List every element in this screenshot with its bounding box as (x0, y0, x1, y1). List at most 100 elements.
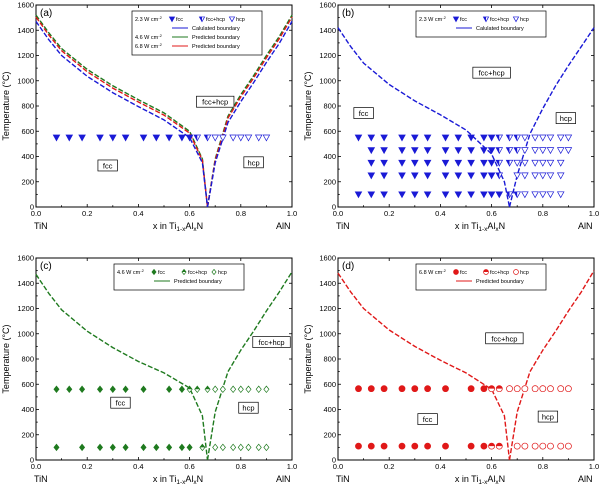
data-point-fcc (165, 134, 173, 142)
legend-marker (513, 269, 519, 275)
data-point-fcc (122, 385, 129, 394)
data-point-hcp (521, 134, 529, 142)
y-tick-label: 800 (21, 355, 34, 364)
y-tick-label: 1000 (17, 329, 34, 338)
legend-marker (151, 268, 157, 276)
y-axis-title: Temperature (°C) (1, 324, 11, 393)
x-tick-label: 0.8 (236, 209, 246, 218)
data-point-hcp (255, 443, 262, 452)
data-point-hcp (237, 443, 244, 452)
panel-label: (a) (40, 8, 52, 19)
data-point-fcc (78, 134, 86, 142)
region-label-box (555, 112, 576, 124)
left-end-label: TiN (336, 221, 350, 231)
region-label-box (417, 413, 438, 425)
data-point-hcp (254, 134, 263, 142)
data-point-fcc (355, 385, 362, 393)
data-point-fcc (495, 191, 504, 199)
y-tick-label: 1200 (17, 304, 34, 313)
x-tick-label: 0.8 (236, 462, 246, 471)
legend-marker-label: fcc (158, 270, 165, 276)
legend-line-label: Predicted boundary (476, 279, 524, 285)
data-point-fcc-hcp (505, 159, 514, 167)
data-point-fcc (441, 134, 450, 142)
data-point-fcc-hcp (495, 159, 504, 167)
data-point-hcp (539, 147, 547, 155)
region-label: fcc (423, 415, 433, 424)
data-point-hcp (539, 172, 547, 180)
data-point-fcc (109, 134, 117, 142)
data-point-fcc (139, 134, 148, 142)
data-point-hcp (531, 385, 539, 393)
y-axis-title: Temperature (°C) (303, 324, 313, 393)
data-point-fcc (423, 172, 432, 180)
data-point-fcc (153, 443, 160, 452)
data-point-hcp (521, 385, 529, 393)
region-label: fcc+hcp (491, 334, 517, 343)
legend-box (131, 10, 263, 56)
data-point-hcp (531, 191, 539, 199)
region-label: hcp (242, 404, 254, 413)
y-tick-label: 1400 (17, 26, 34, 35)
data-point-fcc (467, 134, 475, 142)
boundary-curve-left (35, 274, 209, 461)
y-tick-label: 0 (30, 203, 34, 212)
region-label: hcp (542, 413, 554, 422)
legend-marker-label: fcc (460, 17, 467, 23)
data-point-fcc (398, 147, 406, 155)
boundary-curve-left (35, 14, 209, 208)
y-tick-label: 1000 (319, 76, 336, 85)
data-point-fcc (354, 134, 363, 142)
data-point-fcc-hcp (495, 134, 504, 142)
data-point-hcp (263, 443, 270, 452)
data-point-hcp (531, 442, 539, 450)
data-point-fcc (480, 134, 488, 142)
data-point-hcp (546, 147, 555, 155)
legend-marker-label: fcc (460, 270, 467, 276)
data-point-fcc (423, 147, 432, 155)
x-tick-label: 0.6 (486, 462, 496, 471)
y-tick-label: 800 (323, 355, 336, 364)
data-point-fcc (186, 443, 193, 452)
data-point-fcc (454, 134, 463, 142)
data-point-fcc (166, 443, 173, 452)
data-point-hcp (547, 442, 554, 450)
data-point-fcc (454, 191, 463, 199)
region-label: fcc+hcp (258, 338, 284, 347)
legend-marker-label: fcc (176, 17, 183, 23)
boundary-curve-left (337, 27, 511, 208)
y-tick-label: 1200 (17, 51, 34, 60)
data-point-fcc (122, 443, 129, 452)
right-end-label: AlN (578, 474, 593, 484)
region-label-box (243, 156, 264, 169)
data-point-fcc (380, 385, 388, 393)
x-tick-label: 0.8 (538, 209, 548, 218)
x-tick-label: 0.4 (133, 462, 143, 471)
x-tick-label: 1.0 (287, 209, 297, 218)
data-point-fcc (79, 385, 86, 394)
y-tick-label: 1600 (17, 1, 34, 10)
x-axis-title: x in Ti1-xAlxN (455, 221, 505, 233)
right-end-label: AlN (276, 474, 291, 484)
data-point-fcc-hcp (193, 134, 202, 142)
data-point-hcp (565, 442, 572, 450)
right-end-label: AlN (578, 221, 593, 231)
data-point-hcp (564, 134, 573, 142)
left-end-label: TiN (34, 221, 48, 231)
data-point-fcc-hcp (488, 385, 495, 393)
y-tick-label: 400 (21, 405, 34, 414)
data-point-fcc (65, 134, 74, 142)
data-point-fcc (53, 443, 60, 452)
x-tick-label: 0.2 (82, 209, 92, 218)
data-point-fcc (480, 385, 488, 393)
data-point-fcc (380, 147, 388, 155)
x-tick-label: 0.2 (384, 209, 394, 218)
data-point-hcp (531, 134, 539, 142)
x-tick-label: 0.4 (133, 209, 143, 218)
data-point-fcc (487, 159, 496, 167)
data-point-fcc (166, 385, 173, 394)
region-label: fcc+hcp (479, 69, 505, 78)
data-point-fcc (109, 385, 116, 394)
region-label-box (238, 401, 259, 414)
data-point-fcc-hcp (199, 443, 206, 452)
